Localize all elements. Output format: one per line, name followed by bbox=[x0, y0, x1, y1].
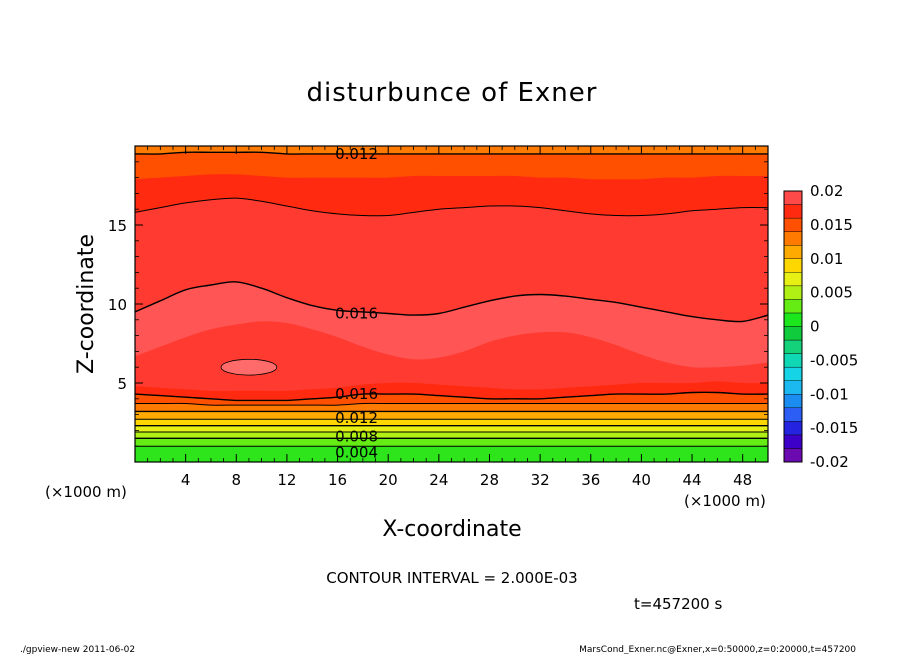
x-tick-label-4: 20 bbox=[379, 471, 398, 489]
x-tick-label-5: 24 bbox=[429, 471, 448, 489]
x-unit-label-right: (×1000 m) bbox=[684, 492, 766, 510]
contour-label-0: 0.012 bbox=[335, 145, 378, 163]
colorbar-swatch-15 bbox=[783, 244, 803, 259]
x-tick-label-11: 48 bbox=[733, 471, 752, 489]
colorbar-label-1: 0.015 bbox=[810, 216, 853, 234]
colorbar-label-8: -0.02 bbox=[810, 453, 849, 471]
colorbar-label-4: 0 bbox=[810, 318, 820, 336]
colorbar-swatch-1 bbox=[783, 434, 803, 449]
colorbar-swatch-4 bbox=[783, 394, 803, 409]
contour-label-3: 0.012 bbox=[335, 409, 378, 427]
x-tick-label-3: 16 bbox=[328, 471, 347, 489]
colorbar-swatch-17 bbox=[783, 217, 803, 232]
contour-band-13 bbox=[135, 146, 768, 155]
colorbar-label-5: -0.005 bbox=[810, 351, 858, 369]
colorbar-swatch-9 bbox=[783, 326, 803, 341]
colorbar-label-6: -0.01 bbox=[810, 385, 849, 403]
colorbar-swatch-5 bbox=[783, 380, 803, 395]
colorbar-swatch-0 bbox=[783, 448, 803, 463]
x-unit-label-left: (×1000 m) bbox=[45, 483, 127, 501]
y-axis-ticks: 5 10 15 bbox=[108, 161, 768, 447]
x-tick-label-8: 36 bbox=[581, 471, 600, 489]
contour-label-2: 0.016 bbox=[335, 385, 378, 403]
colorbar-swatch-14 bbox=[783, 258, 803, 273]
colorbar-swatch-2 bbox=[783, 421, 803, 436]
contour-line-1 bbox=[135, 197, 768, 217]
x-tick-label-2: 12 bbox=[277, 471, 296, 489]
colorbar-swatch-13 bbox=[783, 272, 803, 287]
x-axis-label: X-coordinate bbox=[382, 517, 521, 542]
footer-left: ./gpview-new 2011-06-02 bbox=[20, 645, 135, 654]
x-tick-label-0: 4 bbox=[181, 471, 191, 489]
colorbar-swatch-10 bbox=[783, 312, 803, 327]
colorbar-swatch-8 bbox=[783, 339, 803, 354]
contour-bands bbox=[135, 146, 768, 447]
contour-label-4: 0.008 bbox=[335, 428, 378, 446]
contour-line-2 bbox=[135, 151, 768, 155]
colorbar-swatch-6 bbox=[783, 366, 803, 381]
colorbar: 0.02 0.015 0.01 0.005 0 -0.005 -0.01 -0.015 -0.0… bbox=[783, 182, 858, 471]
x-tick-label-9: 40 bbox=[632, 471, 651, 489]
x-tick-label-6: 28 bbox=[480, 471, 499, 489]
colorbar-frame bbox=[783, 190, 803, 463]
colorbar-swatch-3 bbox=[783, 407, 803, 422]
colorbar-label-0: 0.02 bbox=[810, 182, 843, 200]
colorbar-swatch-18 bbox=[783, 204, 803, 219]
contour-label-1: 0.016 bbox=[335, 304, 378, 322]
contour-label-5: 0.004 bbox=[335, 444, 378, 462]
contour-line-0 bbox=[135, 281, 768, 323]
chart-title: disturbunce of Exner bbox=[307, 78, 598, 108]
colorbar-swatch-19 bbox=[783, 190, 803, 205]
footer-right: MarsCond_Exner.nc@Exner,x=0:50000,z=0:20… bbox=[579, 645, 856, 654]
contour-interval: CONTOUR INTERVAL = 2.000E-03 bbox=[326, 569, 577, 587]
y-tick-label-1: 10 bbox=[108, 296, 127, 314]
x-axis-ticks: 4 8 12 16 20 24 28 32 36 40 44 48 bbox=[147, 146, 769, 489]
x-tick-label-1: 8 bbox=[232, 471, 242, 489]
colorbar-swatch-11 bbox=[783, 299, 803, 314]
max-region bbox=[220, 358, 278, 376]
y-axis-label: Z-coordinate bbox=[74, 234, 99, 374]
x-tick-label-10: 44 bbox=[682, 471, 701, 489]
contour-line-3 bbox=[135, 391, 768, 402]
y-tick-label-0: 5 bbox=[117, 375, 127, 393]
colorbar-label-7: -0.015 bbox=[810, 419, 858, 437]
plot-area bbox=[135, 146, 768, 462]
contour-line-4 bbox=[135, 402, 768, 406]
colorbar-label-3: 0.005 bbox=[810, 284, 853, 302]
time-label: t=457200 s bbox=[634, 595, 722, 613]
colorbar-swatch-16 bbox=[783, 231, 803, 246]
colorbar-label-2: 0.01 bbox=[810, 250, 843, 268]
y-tick-label-2: 15 bbox=[108, 217, 127, 235]
contour-lines bbox=[135, 151, 768, 447]
colorbar-swatch-7 bbox=[783, 353, 803, 368]
x-tick-label-7: 32 bbox=[531, 471, 550, 489]
colorbar-swatch-12 bbox=[783, 285, 803, 300]
